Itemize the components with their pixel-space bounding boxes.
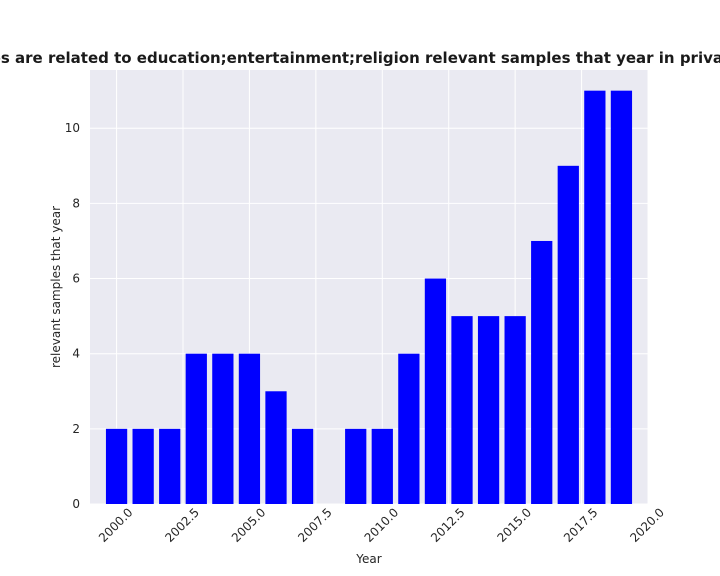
y-axis-ticks: 0 2 4 6 8 10 <box>65 121 80 511</box>
bar <box>265 391 287 504</box>
y-tick-label: 0 <box>72 497 80 511</box>
y-tick-label: 6 <box>72 272 80 286</box>
y-axis-label: relevant samples that year <box>49 206 63 368</box>
bar <box>504 316 526 504</box>
x-tick-label: 2020.0 <box>627 505 667 545</box>
y-tick-label: 4 <box>72 347 80 361</box>
bar <box>185 353 207 504</box>
bar <box>371 428 393 504</box>
x-tick-label: 2017.5 <box>561 505 601 545</box>
bar <box>557 165 579 504</box>
x-tick-label: 2005.0 <box>229 505 269 545</box>
bar <box>610 90 633 505</box>
bar <box>345 428 367 504</box>
x-tick-label: 2007.5 <box>295 505 335 545</box>
bar <box>212 353 234 504</box>
y-tick-label: 8 <box>72 196 80 210</box>
x-axis-ticks: 2000.0 2002.5 2005.0 2007.5 2010.0 2012.5 2015… <box>96 505 667 545</box>
bar <box>451 316 473 504</box>
y-tick-label: 2 <box>72 422 80 436</box>
x-tick-label: 2010.0 <box>362 505 402 545</box>
bars <box>105 90 633 505</box>
bar <box>398 353 420 504</box>
bar <box>132 428 154 504</box>
bar <box>291 428 314 504</box>
bar <box>424 278 447 504</box>
x-tick-label: 2015.0 <box>495 505 535 545</box>
x-tick-label: 2002.5 <box>162 505 202 545</box>
bar <box>159 428 181 504</box>
bar <box>105 428 128 504</box>
grid-lines <box>90 70 649 505</box>
x-axis-label: Year <box>355 552 381 566</box>
x-tick-label: 2012.5 <box>428 505 468 545</box>
chart-title: Categories are related to education;ente… <box>0 49 720 67</box>
bar <box>477 316 500 504</box>
x-tick-label: 2000.0 <box>96 505 136 545</box>
bar <box>238 353 261 504</box>
bar <box>584 90 606 505</box>
y-tick-label: 10 <box>65 121 80 135</box>
bar <box>531 240 553 504</box>
